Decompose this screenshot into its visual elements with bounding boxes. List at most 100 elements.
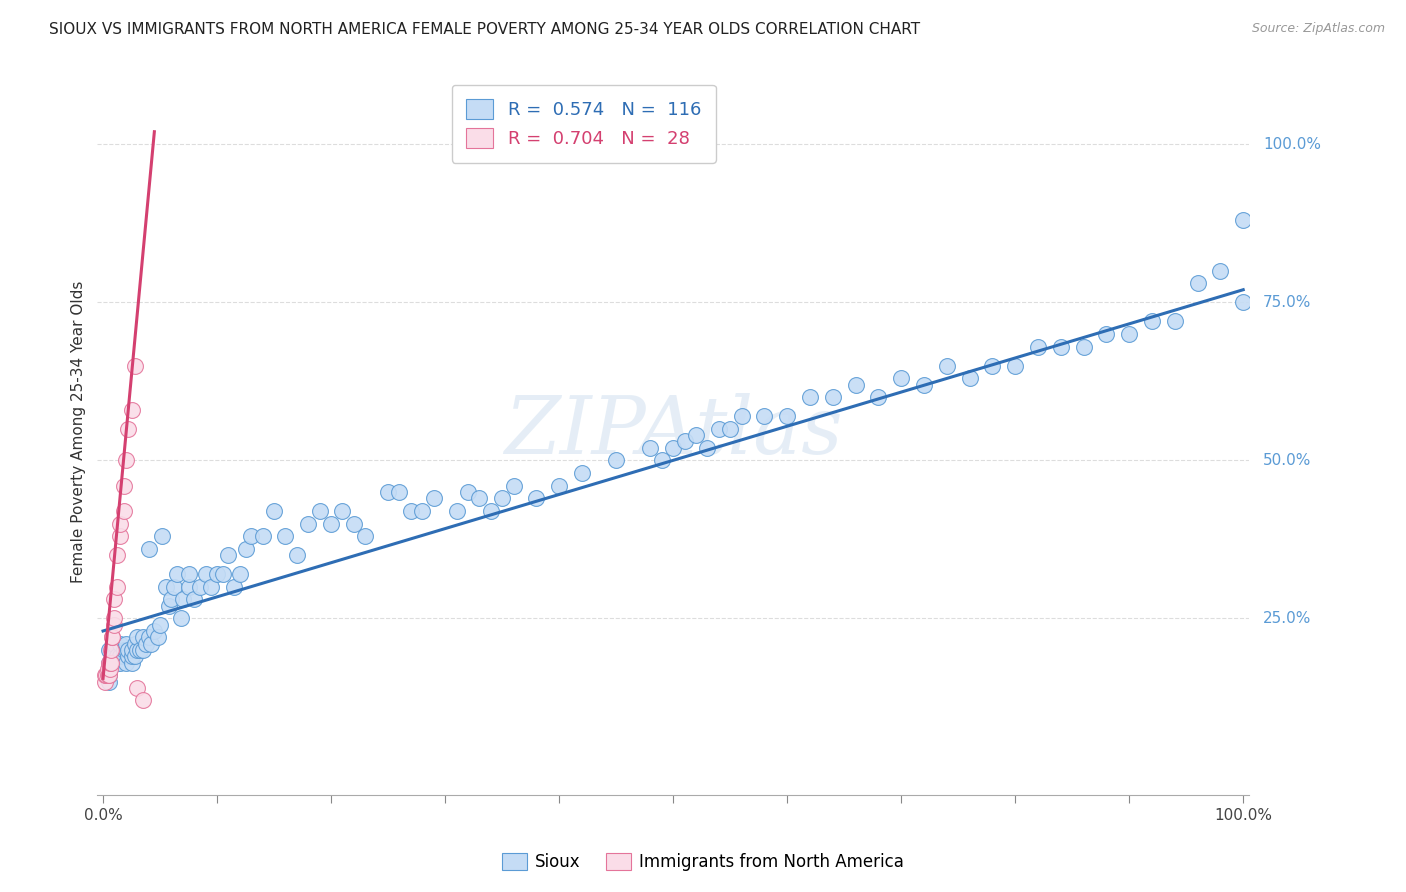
Point [890, 371, 912, 385]
Point [103, 592, 125, 607]
Point [169, 611, 191, 625]
Point [194, 567, 217, 582]
Point [776, 409, 799, 423]
Point [98, 656, 121, 670]
Point [128, 643, 150, 657]
Point [1187, 277, 1209, 291]
Point [108, 637, 131, 651]
Point [959, 371, 981, 385]
Point [1232, 295, 1254, 310]
Point [103, 649, 125, 664]
Point [138, 541, 160, 556]
Point [124, 649, 146, 664]
Point [160, 592, 183, 607]
Point [132, 693, 155, 707]
Point [297, 516, 319, 531]
Point [377, 485, 399, 500]
Point [1118, 326, 1140, 341]
Point [105, 548, 128, 562]
Point [132, 630, 155, 644]
Point [121, 402, 143, 417]
Point [94, 668, 117, 682]
Point [157, 599, 180, 613]
Point [183, 592, 205, 607]
Point [108, 516, 131, 531]
Point [177, 567, 200, 582]
Point [354, 529, 377, 543]
Point [388, 485, 411, 500]
Point [1095, 326, 1118, 341]
Point [640, 441, 662, 455]
Text: Source: ZipAtlas.com: Source: ZipAtlas.com [1251, 22, 1385, 36]
Point [491, 491, 513, 506]
Point [97, 662, 120, 676]
Point [845, 377, 868, 392]
Point [108, 656, 131, 670]
Point [100, 643, 122, 657]
Point [112, 643, 135, 657]
Point [97, 656, 120, 670]
Point [117, 643, 139, 657]
Point [821, 390, 844, 404]
Point [263, 504, 285, 518]
Point [101, 656, 124, 670]
Text: 50.0%: 50.0% [1263, 453, 1312, 467]
Text: ZIPAtlas: ZIPAtlas [503, 393, 842, 471]
Point [97, 674, 120, 689]
Point [150, 529, 173, 543]
Point [332, 504, 354, 518]
Point [571, 466, 593, 480]
Point [200, 580, 222, 594]
Point [274, 529, 297, 543]
Point [548, 478, 571, 492]
Point [163, 580, 186, 594]
Point [1164, 314, 1187, 328]
Point [112, 504, 135, 518]
Point [285, 548, 308, 562]
Point [217, 548, 239, 562]
Point [172, 592, 194, 607]
Point [308, 504, 330, 518]
Point [98, 662, 121, 676]
Point [124, 359, 146, 373]
Point [127, 681, 149, 695]
Point [97, 656, 120, 670]
Point [127, 643, 149, 657]
Point [1004, 359, 1026, 373]
Point [662, 441, 685, 455]
Point [108, 529, 131, 543]
Point [319, 516, 342, 531]
Point [224, 580, 246, 594]
Point [101, 630, 124, 644]
Point [343, 516, 366, 531]
Point [457, 485, 479, 500]
Point [1073, 340, 1095, 354]
Point [143, 624, 166, 638]
Point [707, 422, 730, 436]
Point [446, 504, 468, 518]
Point [121, 643, 143, 657]
Point [127, 630, 149, 644]
Point [935, 359, 957, 373]
Point [105, 656, 128, 670]
Point [502, 478, 524, 492]
Point [124, 637, 146, 651]
Point [252, 529, 274, 543]
Point [103, 617, 125, 632]
Point [1140, 314, 1163, 328]
Point [422, 491, 444, 506]
Point [101, 630, 124, 644]
Point [135, 637, 157, 651]
Point [108, 649, 131, 664]
Point [177, 580, 200, 594]
Point [468, 491, 491, 506]
Legend: Sioux, Immigrants from North America: Sioux, Immigrants from North America [494, 845, 912, 880]
Point [97, 668, 120, 682]
Point [146, 630, 169, 644]
Point [651, 453, 673, 467]
Point [605, 453, 627, 467]
Point [94, 674, 117, 689]
Point [103, 611, 125, 625]
Point [754, 409, 776, 423]
Point [188, 580, 211, 594]
